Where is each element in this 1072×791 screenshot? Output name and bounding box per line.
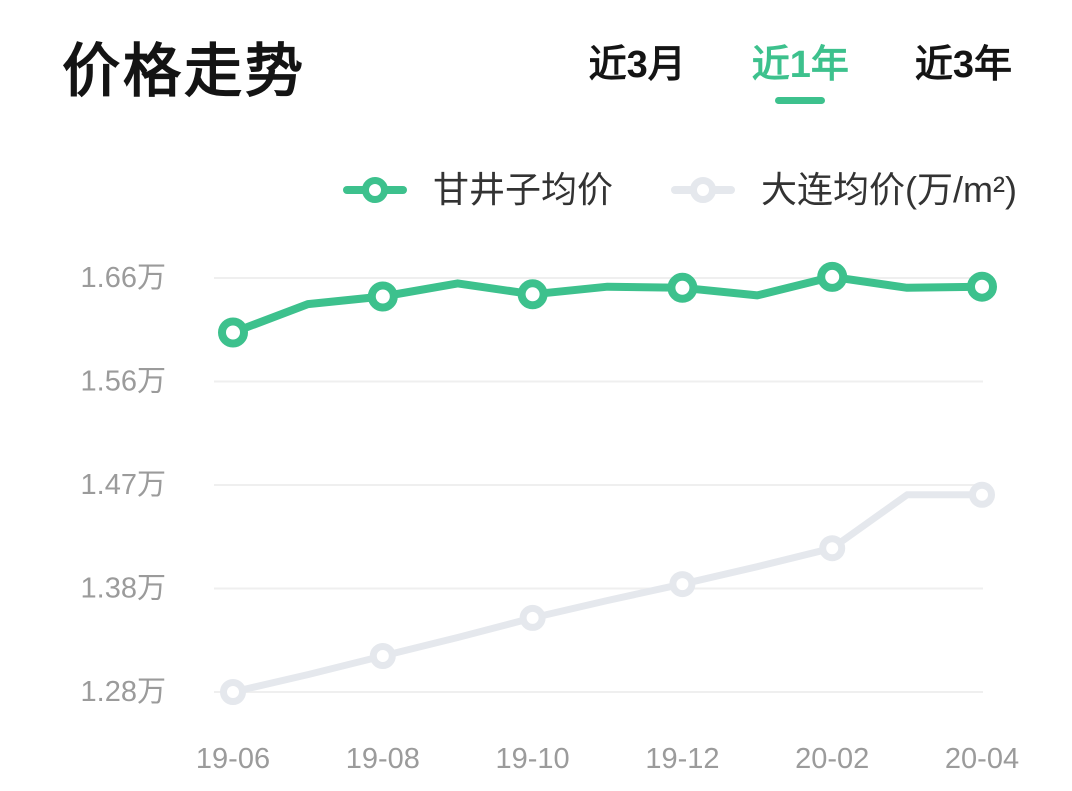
tab-1-year-label: 近1年	[751, 44, 849, 86]
dalian-data-point-marker	[669, 571, 696, 598]
legend-item-dalian[interactable]: 大连均价(万/m²)	[671, 170, 1017, 210]
y-axis-tick-label: 1.56万	[81, 366, 166, 398]
line-dot-marker-icon	[671, 176, 736, 203]
line-dot-marker-icon	[343, 176, 407, 203]
ganjingzi-data-point-marker	[667, 272, 698, 303]
chart-legend: 甘井子均价 大连均价(万/m²)	[343, 170, 1017, 210]
time-range-tabs: 近3月 近1年 近3年	[589, 44, 1012, 104]
ganjingzi-data-point-marker	[817, 261, 848, 292]
legend-label-dalian: 大连均价(万/m²)	[761, 169, 1017, 210]
x-axis-tick-label: 19-12	[645, 743, 719, 775]
dalian-price-line	[229, 491, 986, 696]
tab-3-years[interactable]: 近3年	[915, 44, 1012, 88]
tab-3-years-label: 近3年	[914, 44, 1012, 86]
x-axis-tick-label: 19-08	[346, 743, 420, 775]
legend-label-ganjingzi: 甘井子均价	[433, 169, 614, 210]
page-title: 价格走势	[62, 39, 307, 104]
x-axis-tick-label: 20-02	[795, 743, 869, 775]
ganjingzi-data-point-marker	[367, 281, 398, 312]
dalian-data-point-marker	[819, 535, 846, 562]
legend-dot-icon	[690, 176, 717, 203]
tab-1-year[interactable]: 近1年	[752, 44, 849, 104]
ganjingzi-data-point-marker	[218, 317, 248, 348]
y-axis-tick-label: 1.28万	[81, 676, 166, 708]
ganjingzi-price-line	[229, 272, 986, 337]
legend-dot-icon	[362, 176, 388, 203]
active-tab-underline	[775, 96, 826, 104]
dalian-data-point-marker	[369, 643, 396, 669]
dalian-data-point-marker	[969, 481, 995, 508]
ganjingzi-data-point-marker	[967, 271, 997, 302]
x-axis-tick-label: 20-04	[945, 743, 1019, 775]
x-axis-tick-label: 19-06	[196, 743, 270, 775]
tab-3-months-label: 近3月	[588, 44, 686, 86]
y-axis-tick-label: 1.38万	[81, 573, 166, 605]
y-axis-tick-label: 1.47万	[81, 469, 166, 501]
y-axis-tick-label: 1.66万	[81, 262, 166, 294]
legend-item-ganjingzi[interactable]: 甘井子均价	[343, 170, 613, 210]
tab-3-months[interactable]: 近3月	[589, 44, 686, 88]
dalian-data-point-marker	[220, 679, 246, 705]
ganjingzi-data-point-marker	[517, 279, 548, 310]
x-axis-tick-label: 19-10	[496, 743, 570, 775]
dalian-data-point-marker	[519, 604, 546, 631]
